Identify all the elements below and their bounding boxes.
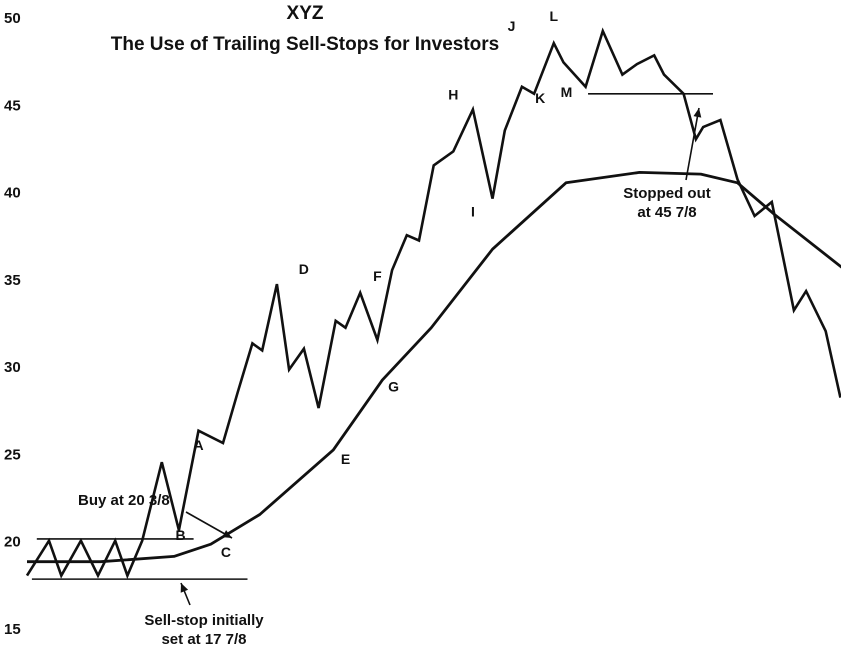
annotation-2-line-1: Sell-stop initially bbox=[144, 612, 264, 629]
point-label-m: M bbox=[561, 84, 573, 100]
annotation-3-line-2: at 45 7/8 bbox=[637, 204, 696, 221]
annotations: Buy at 20 3/8 Sell-stop initially set at 1… bbox=[78, 107, 711, 648]
annotation-arrow-3 bbox=[685, 107, 700, 181]
y-tick-label-15: 15 bbox=[4, 621, 21, 638]
y-tick-label-20: 20 bbox=[4, 534, 21, 551]
point-label-f: F bbox=[373, 268, 382, 284]
point-label-c: C bbox=[221, 544, 231, 560]
point-label-l: L bbox=[549, 8, 558, 24]
annotation-3-line-1: Stopped out bbox=[623, 185, 710, 202]
point-label-b: B bbox=[175, 527, 185, 543]
point-label-a: A bbox=[193, 437, 203, 453]
series-lines bbox=[25, 27, 841, 580]
annotation-3: Stopped out at 45 7/8 bbox=[623, 185, 710, 221]
annotation-arrowhead-1 bbox=[222, 530, 232, 538]
annotation-2: Sell-stop initially set at 17 7/8 bbox=[144, 612, 264, 648]
chart-subtitle: The Use of Trailing Sell-Stops for Inves… bbox=[111, 34, 500, 55]
point-label-d: D bbox=[299, 261, 309, 277]
annotation-arrowhead-3 bbox=[693, 108, 702, 118]
price-line bbox=[25, 27, 841, 580]
point-label-h: H bbox=[448, 87, 458, 103]
point-label-k: K bbox=[535, 90, 545, 106]
y-tick-label-40: 40 bbox=[4, 185, 21, 202]
annotation-arrowhead-2 bbox=[180, 583, 189, 593]
y-tick-label-25: 25 bbox=[4, 446, 21, 463]
y-tick-label-45: 45 bbox=[4, 97, 21, 114]
y-tick-label-35: 35 bbox=[4, 272, 21, 289]
annotation-1-line-1: Buy at 20 3/8 bbox=[78, 492, 170, 509]
point-label-j: J bbox=[508, 18, 516, 34]
chart-title: XYZ bbox=[287, 3, 324, 24]
point-label-i: I bbox=[471, 204, 475, 220]
trailing-sell-stop-line bbox=[27, 170, 841, 564]
annotation-1: Buy at 20 3/8 bbox=[78, 492, 170, 509]
y-tick-label-30: 30 bbox=[4, 359, 21, 376]
point-labels: A B C D E F G H I J K L M bbox=[175, 8, 572, 560]
y-tick-label-50: 50 bbox=[4, 10, 21, 27]
point-label-e: E bbox=[341, 451, 350, 467]
y-axis-ticks: 15 20 25 30 35 40 45 50 bbox=[4, 10, 21, 638]
annotation-2-line-2: set at 17 7/8 bbox=[161, 631, 246, 648]
point-label-g: G bbox=[388, 379, 399, 395]
